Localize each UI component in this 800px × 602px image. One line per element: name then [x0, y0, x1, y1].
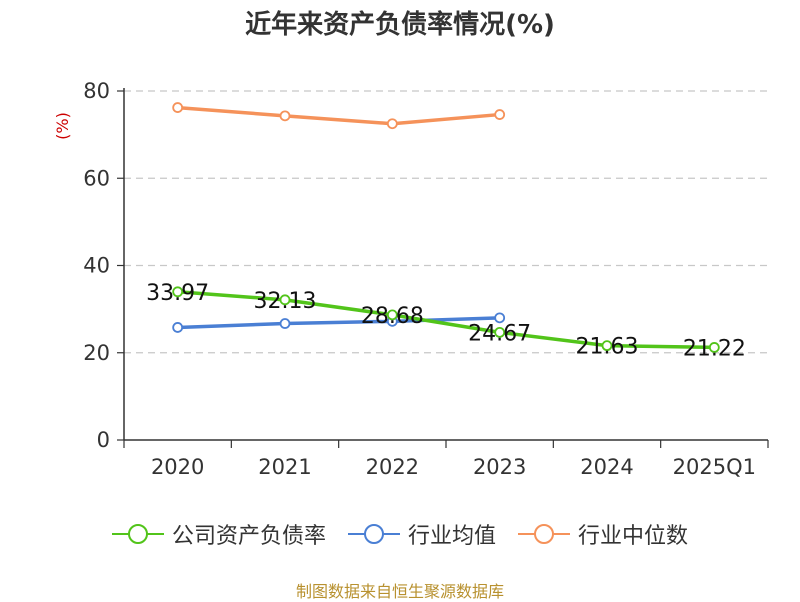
x-tick-label: 2021 [258, 455, 311, 479]
legend-marker-company [111, 524, 164, 544]
data-label: 24.67 [468, 321, 531, 346]
data-point[interactable] [386, 309, 398, 321]
series-line [177, 316, 500, 330]
data-point[interactable] [494, 109, 506, 120]
data-point[interactable] [494, 312, 506, 324]
grid-lines [124, 90, 768, 354]
data-point[interactable] [172, 102, 184, 113]
legend-label-company: 公司资产负债率 [171, 524, 326, 549]
data-label: 32.13 [254, 289, 317, 314]
data-point[interactable] [601, 340, 613, 352]
y-tick-label: 0 [97, 428, 110, 452]
data-point[interactable] [386, 118, 398, 130]
data-label: 21.22 [683, 336, 746, 361]
x-tick-label: 2020 [151, 455, 204, 479]
y-tick-label: 60 [83, 166, 110, 190]
legend-item-company[interactable]: 公司资产负债率 [111, 518, 326, 550]
chart-title: 近年来资产负债率情况(%) [245, 10, 555, 40]
series-line [177, 105, 500, 126]
data-label: 21.63 [576, 335, 639, 360]
data-label: 33.97 [146, 281, 209, 306]
data-labels: 33.97 32.13 28.68 24.67 21.63 21.22 [146, 281, 746, 362]
y-axis-unit-label: (%) [53, 112, 72, 140]
axes: 0 20 40 60 80 2020 2021 2022 2023 2024 2025Q1 [83, 79, 769, 479]
data-point[interactable] [172, 286, 184, 298]
data-point[interactable] [172, 322, 184, 333]
data-point[interactable] [279, 318, 291, 329]
source-note: 制图数据来自恒生聚源数据库 [295, 582, 504, 601]
series [172, 102, 720, 353]
data-point[interactable] [279, 110, 291, 122]
x-tick-label: 2024 [580, 455, 633, 479]
x-tick-label: 2023 [473, 455, 526, 479]
legend-label-industry-mean: 行业均值 [407, 524, 496, 549]
series-line [177, 290, 715, 350]
legend: 公司资产负债率 行业均值 行业中位数 [0, 518, 800, 550]
data-point[interactable] [494, 326, 506, 338]
y-tick-label: 40 [83, 254, 110, 278]
y-tick-label: 20 [83, 341, 110, 365]
data-point[interactable] [708, 342, 720, 353]
data-label: 28.68 [361, 304, 424, 329]
y-tick-label: 80 [83, 79, 110, 103]
legend-item-industry-median[interactable]: 行业中位数 [518, 518, 688, 550]
legend-marker-industry-mean [347, 524, 400, 544]
x-tick-label: 2022 [366, 455, 419, 479]
legend-marker-industry-median [518, 524, 570, 544]
legend-item-industry-mean[interactable]: 行业均值 [347, 518, 496, 550]
x-tick-label: 2025Q1 [673, 455, 756, 479]
data-point[interactable] [279, 294, 291, 306]
legend-label-industry-median: 行业中位数 [578, 524, 689, 549]
